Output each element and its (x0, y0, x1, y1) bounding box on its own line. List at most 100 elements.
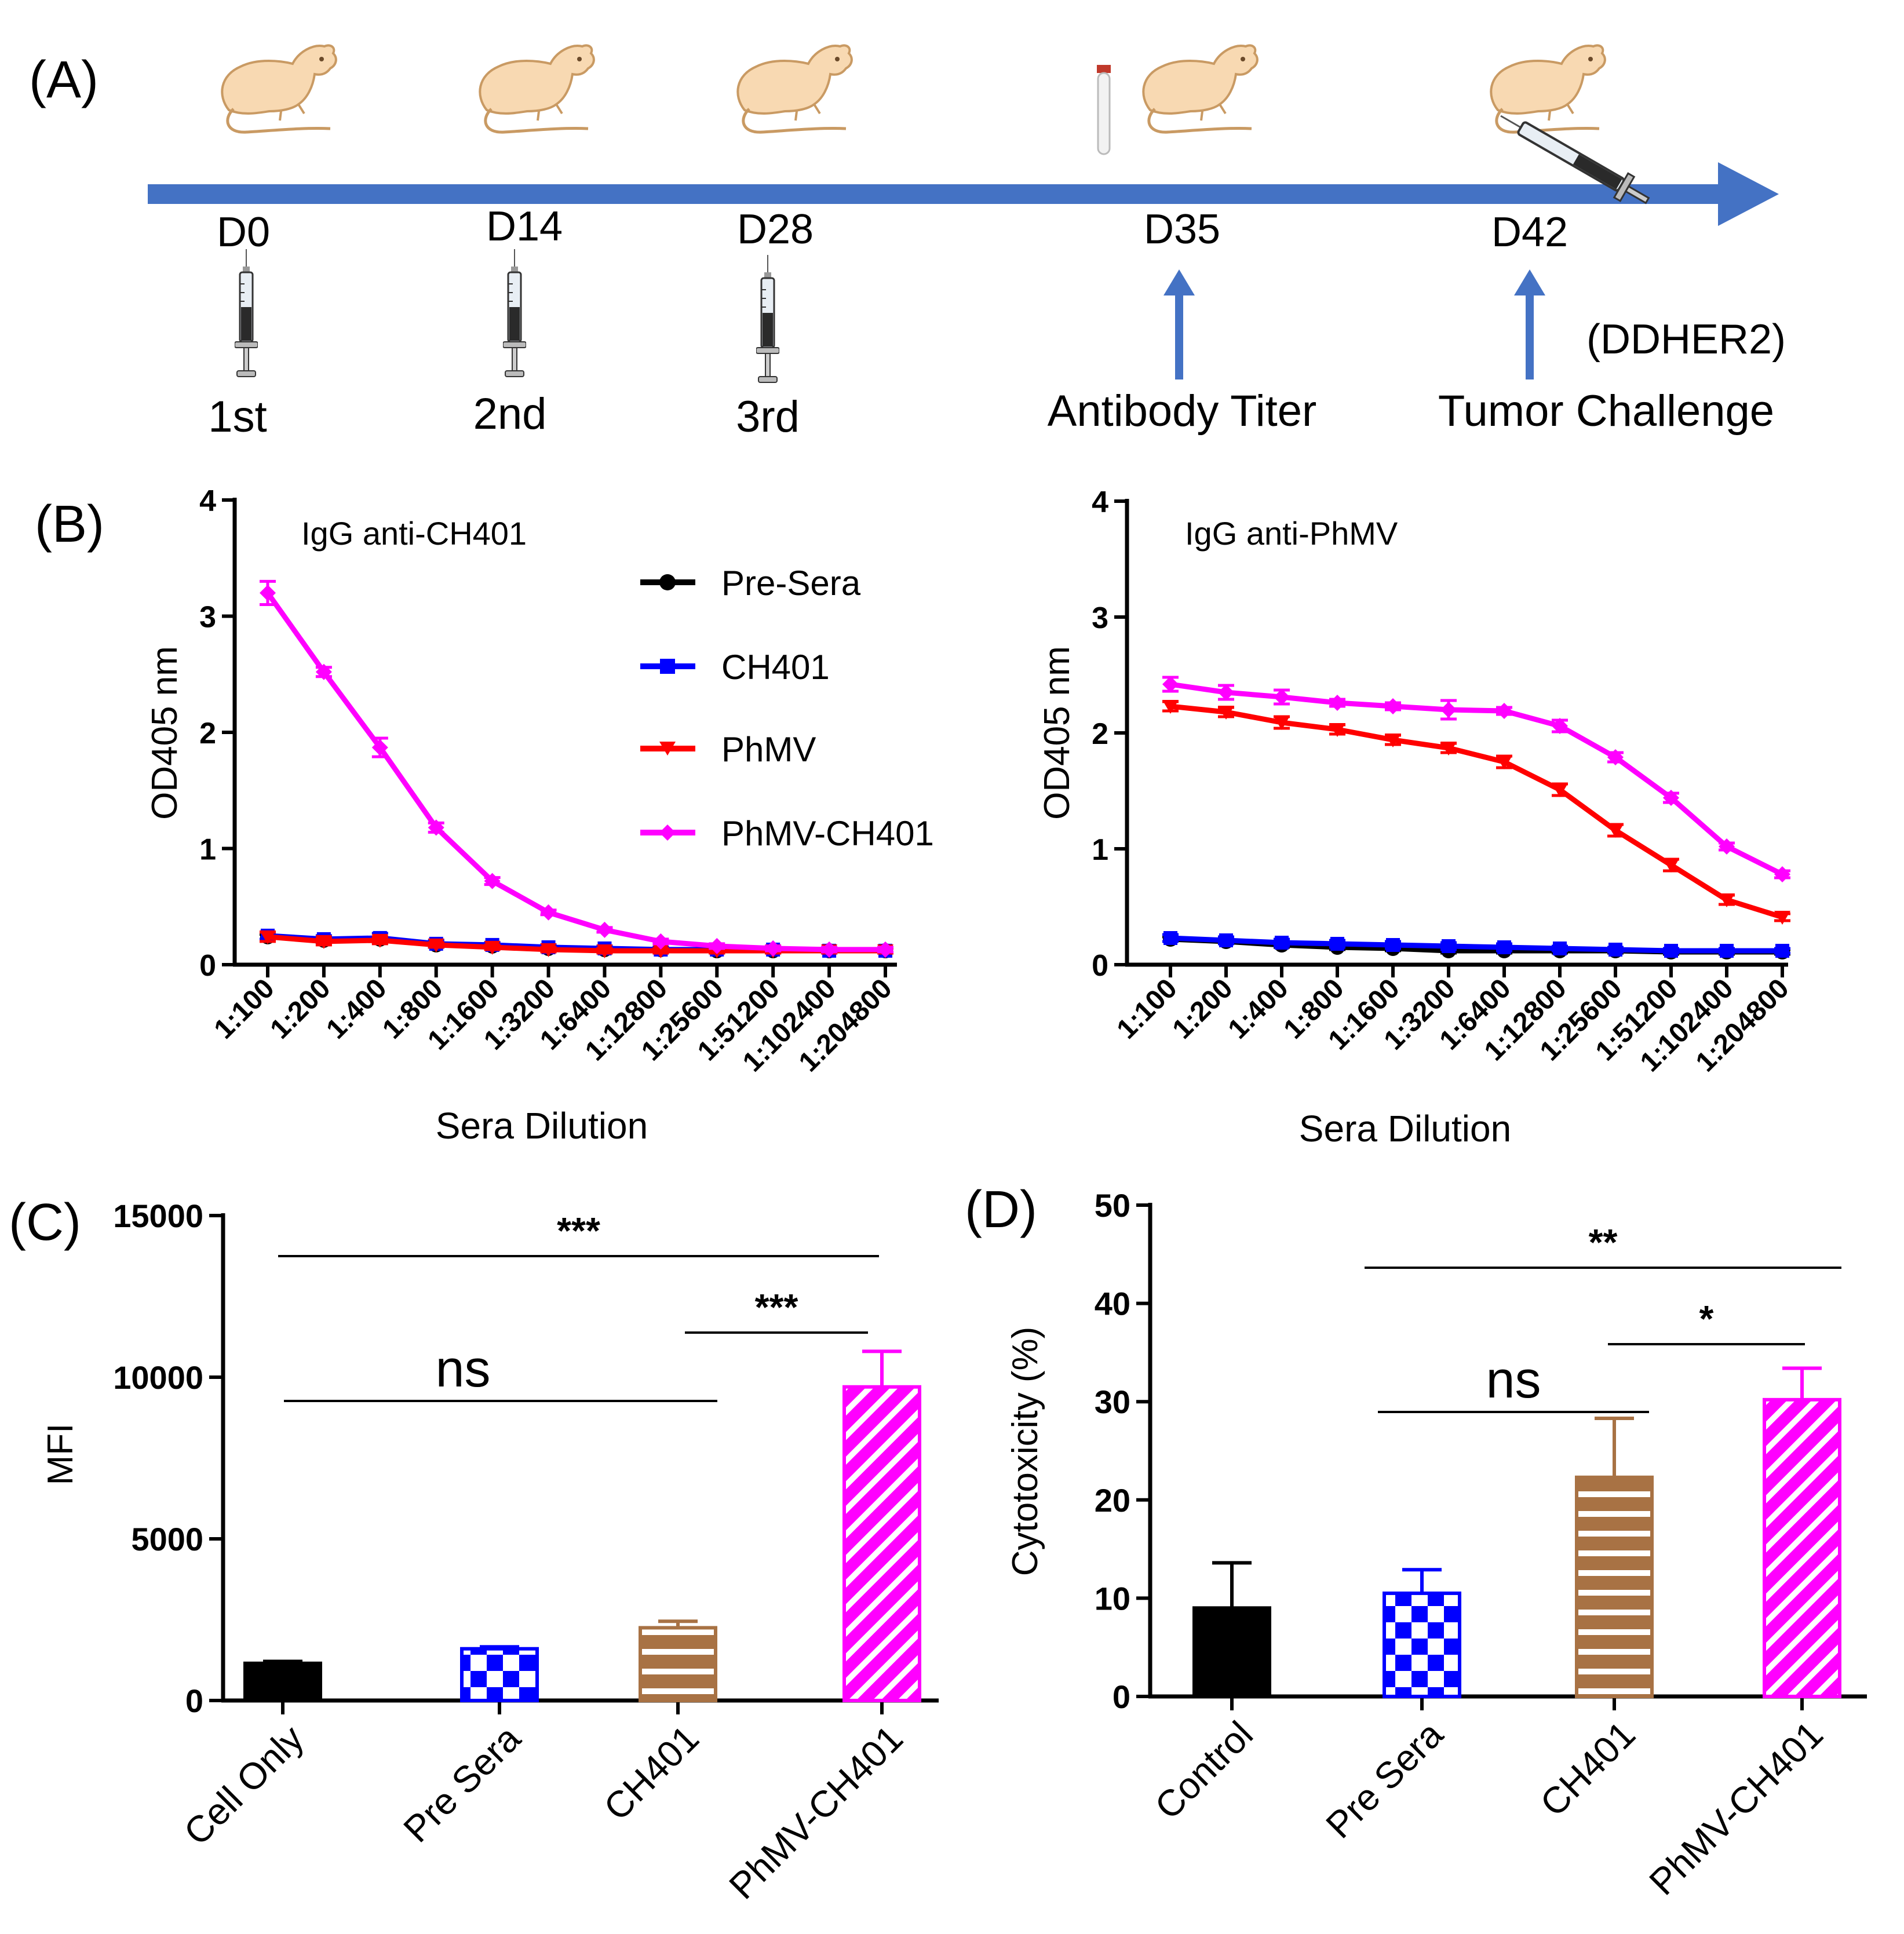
bar-cell-only (243, 1661, 322, 1703)
y-axis-label: OD405 nm (1037, 646, 1077, 820)
error-bar-control (1212, 1561, 1252, 1608)
data-point-phmv (260, 930, 276, 944)
x-tick-label: 1:400 (320, 973, 392, 1045)
legend-label-phmv: PhMV (721, 730, 816, 769)
data-point-phmv (1274, 716, 1290, 730)
y-tick-label: 20 (1095, 1482, 1130, 1519)
data-point-ch401 (1219, 933, 1233, 947)
data-point-ch401 (1386, 938, 1400, 952)
x-tick-label: Pre Sera (1318, 1713, 1451, 1847)
syringe-icon (756, 255, 779, 384)
y-axis-label: OD405 nm (145, 646, 185, 820)
data-point-phmv (1162, 700, 1179, 714)
data-point-ch401 (1608, 943, 1622, 957)
data-point-ch401 (1442, 939, 1456, 953)
error-bar-pre-sera (480, 1645, 519, 1649)
data-point-phmv (484, 940, 501, 955)
data-point-phmv-ch401 (1719, 838, 1735, 855)
data-point-ch401 (1275, 936, 1289, 950)
x-tick-label: CH401 (1532, 1713, 1643, 1824)
data-point-phmv (1552, 783, 1568, 797)
day-label-d35: D35 (1144, 206, 1220, 253)
data-point-phmv-ch401 (540, 904, 557, 921)
data-point-phmv (1440, 742, 1457, 756)
x-tick-label: 1:100 (1111, 973, 1183, 1045)
error-bar-phmv-ch401 (862, 1349, 902, 1387)
y-tick-label: 0 (185, 1683, 203, 1719)
legend-marker-phmv (659, 742, 676, 756)
legend-label-phmv-ch401: PhMV-CH401 (721, 814, 934, 853)
dose-label-3rd: 3rd (736, 392, 800, 441)
day-label-d0: D0 (217, 209, 270, 256)
series-line-phmv-ch401 (1170, 681, 1784, 877)
y-tick-label: 0 (1113, 1678, 1130, 1715)
mouse-icon (222, 45, 336, 132)
x-tick-label: 1:200 (1166, 973, 1238, 1045)
data-point-phmv (371, 933, 388, 948)
mouse-icon (480, 45, 594, 132)
y-tick-label: 2 (1092, 717, 1108, 751)
data-point-phmv (1663, 859, 1679, 873)
mouse-icon (738, 45, 852, 132)
data-point-phmv (1719, 893, 1735, 907)
data-point-phmv (1607, 824, 1624, 838)
data-point-phmv-ch401 (765, 940, 782, 957)
x-tick-label: 1:200 (264, 973, 336, 1045)
legend-marker-pre-sera (659, 574, 676, 590)
panel-b-label: (B) (35, 495, 104, 553)
chart-d: 0 10 20 30 40 50 Control Pre Sera CH401PhMV-CH40… (1005, 1187, 1867, 1903)
bar-pre-sera (460, 1647, 539, 1702)
timeline-arrow-head (1718, 162, 1779, 226)
data-point-phmv (1385, 734, 1401, 747)
syringe-icon (503, 249, 526, 378)
data-point-phmv-ch401 (1440, 702, 1457, 718)
antibody-arrow (1163, 269, 1195, 379)
data-point-phmv-ch401 (1162, 676, 1179, 692)
data-point-phmv (1774, 911, 1790, 925)
data-point-phmv (540, 943, 557, 957)
data-point-phmv-ch401 (1496, 703, 1512, 719)
data-point-phmv-ch401 (371, 739, 388, 756)
y-tick-label: 3 (1092, 601, 1108, 635)
error-bar-ch401 (658, 1619, 698, 1628)
legend-label-ch401: CH401 (721, 648, 830, 687)
data-point-ch401 (1553, 942, 1567, 955)
blood-tube-icon (1097, 65, 1111, 155)
legend: Pre-Sera CH401 PhMV PhMV-CH401 (640, 564, 934, 853)
y-tick-label: 50 (1095, 1187, 1130, 1224)
data-point-phmv-ch401 (1607, 749, 1624, 765)
chart-b-right: 012341:1001:2001:4001:8001:16001:32001:6… (1037, 486, 1795, 1150)
x-tick-label: 1:100 (208, 973, 280, 1045)
error-bar-ch401 (1595, 1417, 1634, 1477)
data-point-phmv-ch401 (1774, 866, 1790, 882)
data-point-phmv-ch401 (260, 585, 276, 601)
significance-label: ns (1486, 1351, 1541, 1409)
y-axis-label: Cytotoxicity (%) (1005, 1327, 1045, 1577)
data-point-ch401 (1330, 937, 1344, 951)
error-bar-cell-only (263, 1659, 302, 1663)
chart-c: 0 5000 10000 15000 Cell Only Pre Sera CH401 PhM… (41, 1198, 939, 1907)
significance-label: *** (755, 1286, 798, 1328)
y-tick-label: 5000 (131, 1521, 203, 1557)
bar-ch401 (639, 1626, 717, 1702)
day-label-d42: D42 (1491, 209, 1568, 256)
y-tick-label: 1 (1092, 833, 1108, 867)
series-line-ch401 (1170, 935, 1782, 954)
panel-d-label: (D) (965, 1181, 1037, 1239)
data-point-phmv-ch401 (1385, 698, 1401, 714)
y-tick-label: 15000 (113, 1198, 203, 1234)
y-tick-label: 10000 (113, 1359, 203, 1396)
data-point-phmv-ch401 (315, 663, 332, 680)
challenge-model-label: (DDHER2) (1586, 316, 1786, 363)
bar-ch401 (1575, 1475, 1654, 1698)
data-point-phmv-ch401 (652, 933, 669, 950)
y-tick-label: 40 (1095, 1286, 1130, 1322)
legend-marker-phmv-ch401 (659, 824, 676, 841)
data-point-phmv-ch401 (428, 819, 444, 836)
data-point-phmv-ch401 (1274, 689, 1290, 705)
antibody-titer-label: Antibody Titer (1048, 386, 1317, 436)
y-tick-label: 3 (199, 601, 216, 634)
data-point-phmv-ch401 (709, 937, 725, 954)
y-tick-label: 4 (199, 484, 216, 518)
